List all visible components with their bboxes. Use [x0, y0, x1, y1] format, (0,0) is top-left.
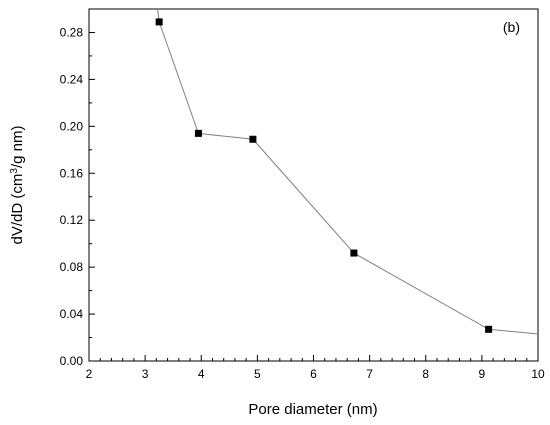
series-markers [155, 18, 493, 333]
x-tick-label: 3 [142, 367, 149, 381]
y-tick-label: 0.04 [60, 307, 84, 321]
panel-label: (b) [503, 19, 520, 35]
x-axis-ticks [88, 355, 539, 361]
x-tick-label: 6 [310, 367, 317, 381]
y-axis-title-main: dV/dD (cm [9, 174, 26, 245]
y-axis-tick-labels: 0.00 0.04 0.08 0.12 0.16 0.20 0.24 0.28 [60, 25, 84, 368]
data-point-marker [485, 325, 493, 333]
plot-frame [88, 8, 539, 362]
data-point-marker [350, 249, 358, 257]
x-tick-label: 8 [422, 367, 429, 381]
y-tick-label: 0.08 [60, 260, 84, 274]
x-tick-label: 10 [531, 367, 545, 381]
x-axis-title: Pore diameter (nm) [248, 401, 377, 418]
y-tick-label: 0.00 [60, 354, 84, 368]
x-tick-label: 7 [366, 367, 373, 381]
series-line [157, 8, 539, 335]
y-axis-title-superscript: 3 [9, 168, 20, 174]
y-tick-label: 0.16 [60, 166, 84, 180]
y-tick-label: 0.20 [60, 119, 84, 133]
x-tick-label: 9 [479, 367, 486, 381]
y-axis-ticks [89, 31, 95, 362]
x-tick-label: 4 [198, 367, 205, 381]
data-point-marker [249, 135, 257, 143]
x-tick-label: 2 [86, 367, 93, 381]
y-axis-title-rest: /g nm) [9, 126, 26, 169]
x-axis-tick-labels: 2 3 4 5 6 7 8 9 10 [86, 367, 545, 381]
y-tick-label: 0.28 [60, 25, 84, 39]
y-tick-label: 0.12 [60, 213, 84, 227]
x-tick-label: 5 [254, 367, 261, 381]
y-axis-title: dV/dD (cm3/g nm) [9, 126, 27, 245]
data-point-marker [155, 18, 163, 26]
data-point-marker [194, 129, 202, 137]
y-tick-label: 0.24 [60, 72, 84, 86]
